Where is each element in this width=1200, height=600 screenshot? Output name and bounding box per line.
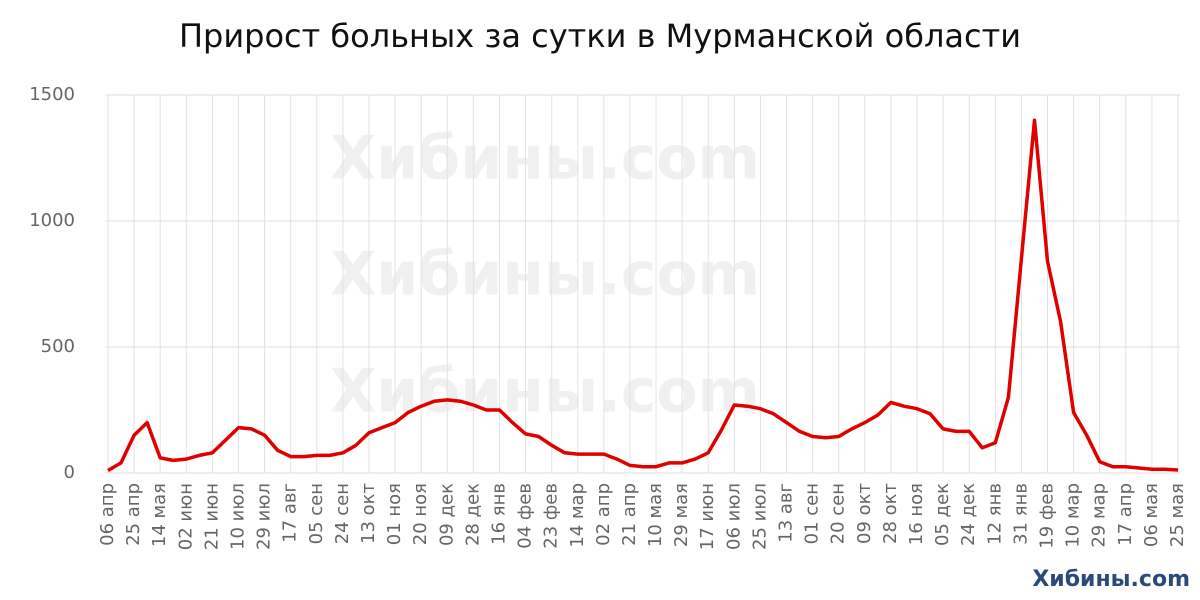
x-tick-label: 01 сен bbox=[802, 483, 823, 544]
x-tick-label: 25 апр bbox=[123, 483, 144, 546]
x-tick-label: 05 дек bbox=[932, 483, 953, 546]
grid bbox=[105, 94, 1180, 474]
x-tick-label: 19 фев bbox=[1037, 483, 1058, 549]
x-tick-label: 21 июн bbox=[201, 483, 222, 550]
x-tick-label: 04 фев bbox=[515, 483, 536, 549]
watermark: Хибины.com bbox=[330, 357, 760, 427]
y-tick-label: 0 bbox=[64, 462, 75, 483]
x-tick-label: 05 сен bbox=[306, 483, 327, 544]
x-tick-label: 29 мая bbox=[671, 483, 692, 547]
x-tick-label: 23 фев bbox=[541, 483, 562, 549]
x-tick-label: 29 мар bbox=[1089, 483, 1110, 548]
x-tick-label: 13 авг bbox=[776, 483, 797, 543]
x-tick-label: 02 апр bbox=[593, 483, 614, 546]
x-tick-label: 31 янв bbox=[1010, 483, 1031, 545]
x-tick-label: 14 мая bbox=[149, 483, 170, 547]
x-tick-label: 24 сен bbox=[332, 483, 353, 544]
x-tick-label: 06 мая bbox=[1141, 483, 1162, 547]
x-tick-label: 21 апр bbox=[619, 483, 640, 546]
x-tick-label: 09 окт bbox=[854, 483, 875, 544]
y-tick-label: 500 bbox=[41, 336, 75, 357]
x-tick-label: 20 сен bbox=[828, 483, 849, 544]
x-tick-label: 13 окт bbox=[358, 483, 379, 544]
x-tick-label: 06 апр bbox=[97, 483, 118, 546]
chart-title: Прирост больных за сутки в Мурманской об… bbox=[179, 17, 1021, 55]
x-tick-label: 14 мар bbox=[567, 483, 588, 548]
x-tick-label: 16 янв bbox=[488, 483, 509, 545]
watermark: Хибины.com bbox=[330, 124, 760, 194]
x-tick-label: 17 июн bbox=[697, 483, 718, 550]
x-tick-label: 09 дек bbox=[436, 483, 457, 546]
y-tick-label: 1500 bbox=[29, 84, 75, 105]
logo: Хибины.com bbox=[1032, 567, 1190, 592]
x-tick-label: 06 июл bbox=[723, 483, 744, 550]
x-tick-label: 02 июн bbox=[175, 483, 196, 550]
x-tick-label: 29 июл bbox=[254, 483, 275, 550]
x-tick-label: 16 ноя bbox=[906, 483, 927, 545]
x-tick-label: 25 мая bbox=[1167, 483, 1188, 547]
line bbox=[107, 118, 1179, 473]
x-tick-label: 17 апр bbox=[1115, 483, 1136, 546]
x-tick-label: 17 авг bbox=[280, 483, 301, 543]
x-tick-label: 25 июл bbox=[749, 483, 770, 550]
watermarks: Хибины.com Хибины.com Хибины.com bbox=[330, 124, 760, 427]
watermark: Хибины.com bbox=[330, 240, 760, 310]
x-tick-label: 12 янв bbox=[984, 483, 1005, 545]
x-tick-label: 10 июл bbox=[227, 483, 248, 550]
x-tick-label: 01 ноя bbox=[384, 483, 405, 545]
x-tick-label: 10 мар bbox=[1063, 483, 1084, 548]
x-tick-label: 24 дек bbox=[958, 483, 979, 546]
x-tick-label: 28 дек bbox=[462, 483, 483, 546]
y-tick-label: 1000 bbox=[29, 210, 75, 231]
x-tick-label: 10 мая bbox=[645, 483, 666, 547]
x-tick-label: 28 окт bbox=[880, 483, 901, 544]
x-tick-label: 20 ноя bbox=[410, 483, 431, 545]
